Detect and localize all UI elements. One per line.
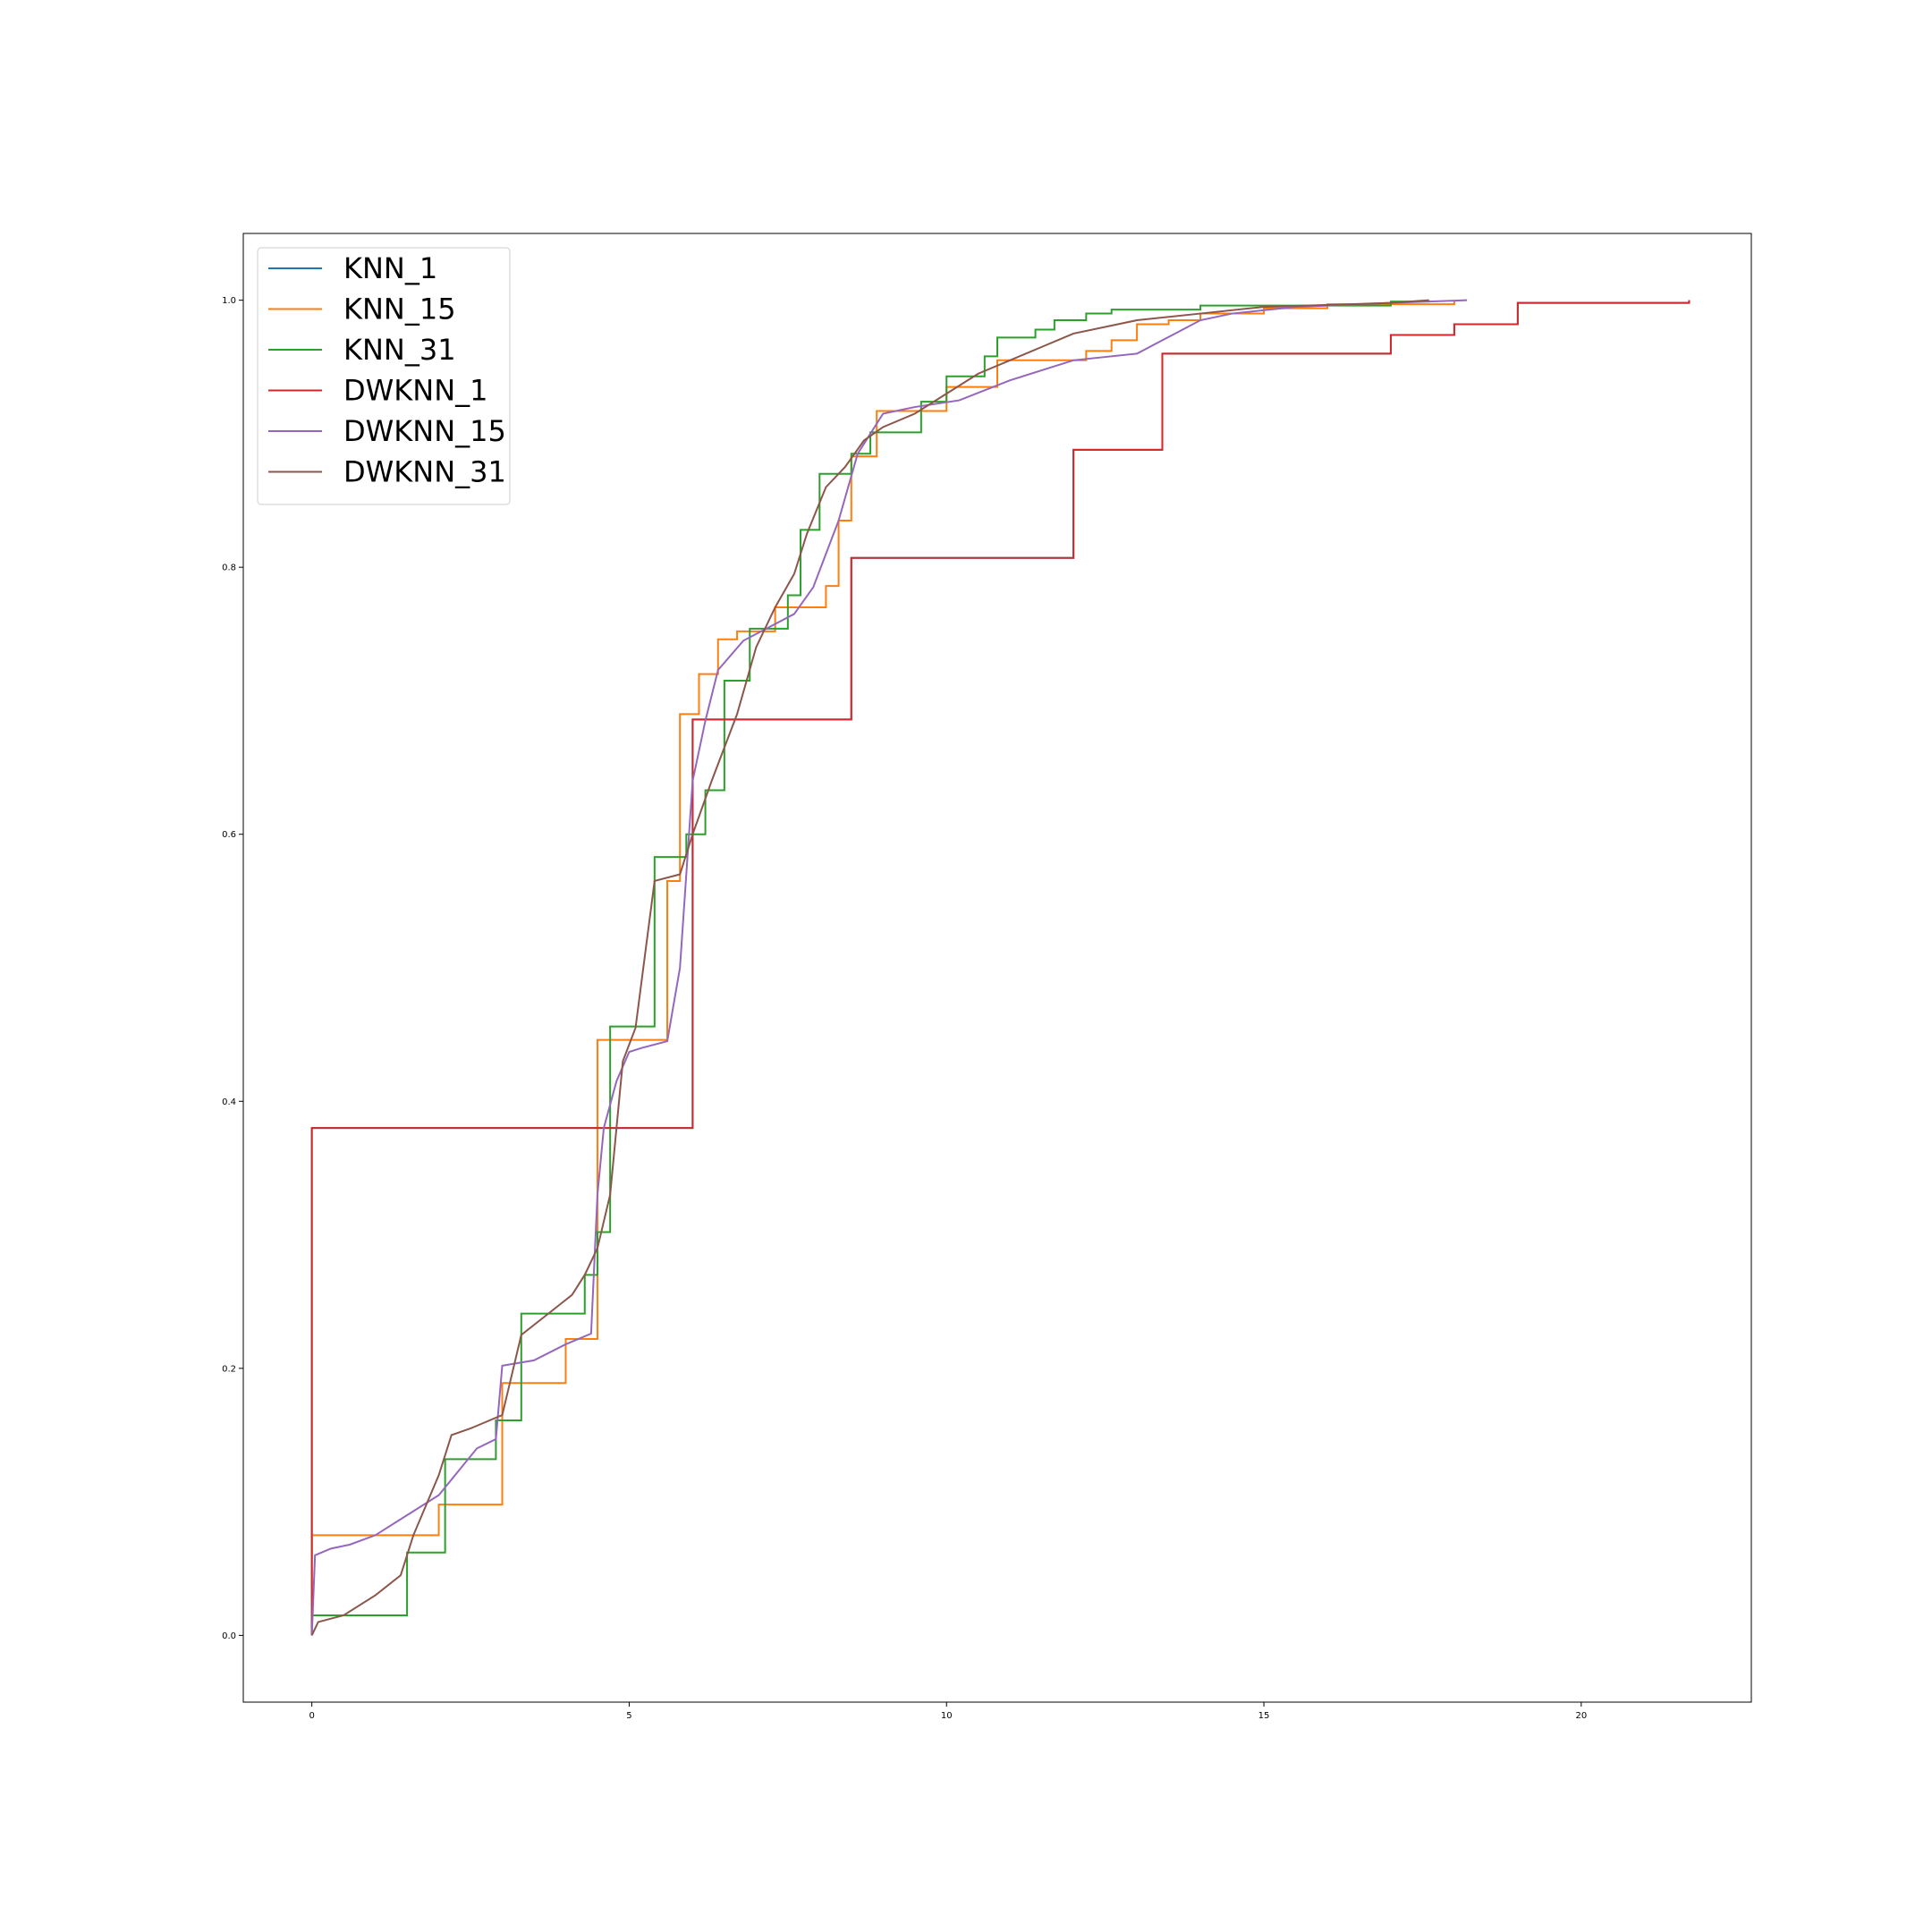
y-axis: 0.0 0.2 0.4 0.6 0.8 1.0 bbox=[222, 296, 243, 1641]
legend-label-knn-31: KNN_31 bbox=[343, 333, 456, 367]
series-line-knn-15 bbox=[310, 300, 1455, 1636]
legend-label-dwknn-31: DWKNN_31 bbox=[343, 455, 506, 489]
x-tick-label: 15 bbox=[1258, 1711, 1270, 1721]
series-line-dwknn-31 bbox=[310, 299, 1429, 1636]
x-tick-label: 20 bbox=[1575, 1711, 1587, 1721]
x-tick-label: 5 bbox=[626, 1711, 631, 1721]
y-tick-label: 1.0 bbox=[222, 296, 236, 306]
y-tick-label: 0.2 bbox=[222, 1364, 236, 1374]
series-line-knn-31 bbox=[310, 300, 1430, 1636]
legend-label-knn-15: KNN_15 bbox=[343, 292, 456, 326]
series-line-dwknn-15 bbox=[310, 299, 1468, 1636]
x-tick-label: 0 bbox=[309, 1711, 314, 1721]
legend-box bbox=[257, 247, 511, 505]
y-tick-label: 0.8 bbox=[222, 564, 236, 573]
plot-area bbox=[310, 299, 1690, 1636]
y-tick-label: 0.4 bbox=[222, 1097, 236, 1107]
axes-frame bbox=[242, 233, 1752, 1703]
legend-label-knn-1: KNN_1 bbox=[343, 251, 437, 285]
x-tick-label: 10 bbox=[941, 1711, 953, 1721]
y-tick-label: 0.0 bbox=[222, 1631, 236, 1641]
y-tick-label: 0.6 bbox=[222, 830, 236, 840]
x-axis: 0 5 10 15 20 bbox=[309, 1702, 1587, 1721]
legend-label-dwknn-15: DWKNN_15 bbox=[343, 414, 506, 448]
legend-label-dwknn-1: DWKNN_1 bbox=[343, 374, 488, 408]
legend: KNN_1 KNN_15 KNN_31 DWKNN_1 DWKNN_15 DWKNN_31 bbox=[257, 247, 511, 505]
